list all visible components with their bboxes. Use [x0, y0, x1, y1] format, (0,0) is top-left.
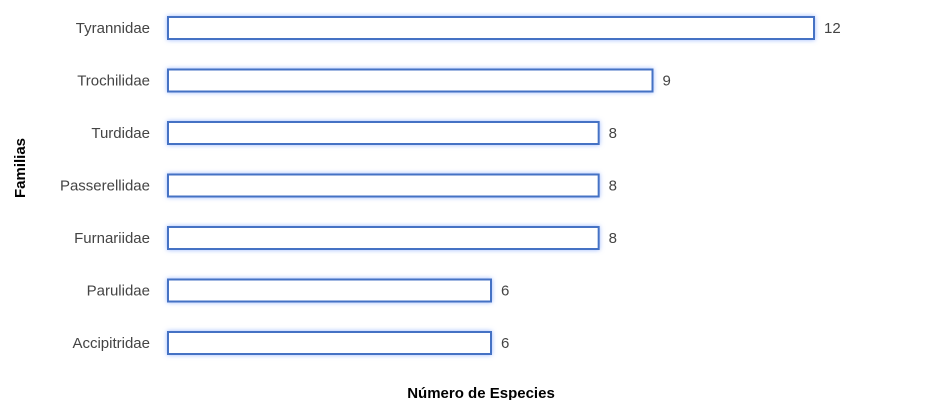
bar-parulidae [167, 278, 492, 303]
value-label-passerellidae: 8 [609, 178, 617, 195]
bar-accipitridae [167, 331, 492, 355]
category-label-passerellidae: Passerellidae [60, 178, 150, 195]
category-label-furnariidae: Furnariidae [74, 230, 150, 247]
bar-trochilidae [167, 68, 654, 93]
category-label-trochilidae: Trochilidae [77, 73, 150, 90]
category-label-parulidae: Parulidae [87, 283, 150, 300]
value-label-tyrannidae: 12 [824, 20, 841, 37]
bar-turdidae [167, 121, 600, 145]
category-label-accipitridae: Accipitridae [72, 335, 150, 352]
value-label-trochilidae: 9 [663, 73, 671, 90]
bars-group [167, 16, 815, 355]
value-label-parulidae: 6 [501, 283, 509, 300]
value-label-furnariidae: 8 [609, 230, 617, 247]
category-labels-group: Tyrannidae Trochilidae Turdidae Passerellid… [60, 20, 150, 352]
bar-passerellidae [167, 173, 600, 198]
value-labels-group: 12 9 8 8 8 6 6 [501, 20, 841, 352]
value-label-turdidae: 8 [609, 125, 617, 142]
bar-furnariidae [167, 226, 600, 250]
bar-tyrannidae [167, 16, 815, 40]
y-axis-title: Familias [12, 138, 29, 198]
category-label-turdidae: Turdidae [91, 125, 150, 142]
x-axis-title: Número de Especies [407, 385, 555, 400]
value-label-accipitridae: 6 [501, 335, 509, 352]
category-label-tyrannidae: Tyrannidae [76, 20, 150, 37]
